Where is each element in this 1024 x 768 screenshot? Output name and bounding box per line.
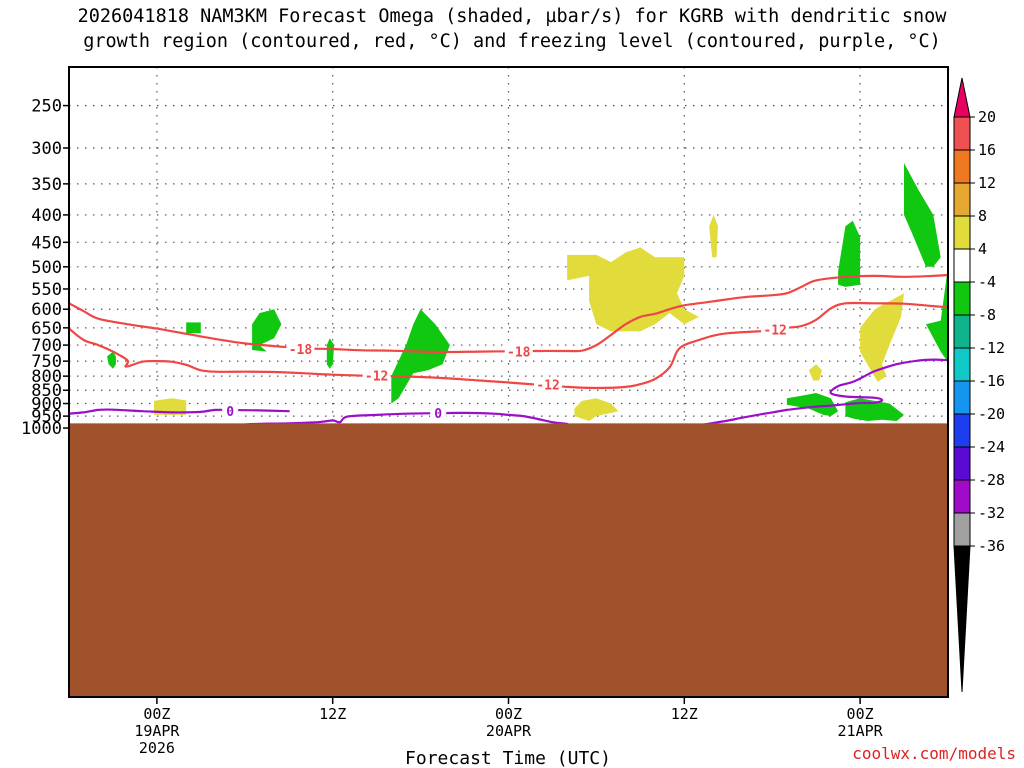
y-tick-label-550: 550 bbox=[31, 280, 62, 300]
omega-region-10 bbox=[154, 398, 187, 415]
temp-contour-label-bg-3 bbox=[534, 376, 563, 393]
colorbar-tick-label-8: -16 bbox=[978, 372, 1005, 390]
colorbar-tick-label-1: 16 bbox=[978, 141, 996, 159]
omega-region-6 bbox=[838, 220, 861, 287]
x-tick-label-h48-0: 00Z bbox=[847, 705, 874, 723]
y-tick-label-700: 700 bbox=[31, 336, 62, 356]
y-tick-label-1000: 1000 bbox=[21, 419, 62, 439]
x-tick-label-h0-0: 00Z bbox=[143, 705, 170, 723]
grid-lines bbox=[69, 67, 948, 697]
x-tick-label-h12-0: 12Z bbox=[319, 705, 346, 723]
x-tick-label-h0-2: 2026 bbox=[139, 739, 175, 757]
colorbar-segment-9 bbox=[953, 380, 971, 415]
colorbar-segment-10 bbox=[953, 413, 971, 448]
freezing-contour-2 bbox=[683, 358, 948, 429]
omega-region-15 bbox=[860, 293, 904, 382]
ground-layer bbox=[69, 423, 948, 697]
colorbar-tick-label-7: -12 bbox=[978, 339, 1005, 357]
colorbar-top-triangle bbox=[953, 77, 971, 118]
y-tick-label-950: 950 bbox=[31, 407, 62, 427]
x-tick-label-h0-1: 19APR bbox=[134, 722, 180, 740]
colorbar-segment-2 bbox=[953, 149, 971, 184]
colorbar-segment-7 bbox=[953, 314, 971, 349]
temp-contour-label-1: -18 bbox=[507, 345, 531, 360]
colorbar-tick-label-11: -28 bbox=[978, 471, 1005, 489]
freezing-contour-1 bbox=[243, 411, 569, 426]
y-tick-label-800: 800 bbox=[31, 367, 62, 387]
temp-contour-label-2: -12 bbox=[365, 369, 388, 384]
temp-contour-label-bg-2 bbox=[362, 367, 391, 384]
omega-region-7 bbox=[904, 163, 941, 267]
contour-lines: -18 -18 -12 -12 -12 0 0 bbox=[69, 273, 948, 429]
y-tick-label-350: 350 bbox=[31, 175, 62, 195]
colorbar-segment-6 bbox=[953, 281, 971, 316]
colorbar-segment-5 bbox=[953, 248, 971, 283]
y-tick-label-850: 850 bbox=[31, 381, 62, 401]
y-tick-label-400: 400 bbox=[31, 206, 62, 226]
colorbar-tick-label-3: 8 bbox=[978, 207, 987, 225]
colorbar-tick-label-4: 4 bbox=[978, 240, 987, 258]
y-tick-label-450: 450 bbox=[31, 233, 62, 253]
colorbar-tick-label-9: -20 bbox=[978, 405, 1005, 423]
chart-title-line-2: growth region (contoured, red, °C) and f… bbox=[83, 31, 941, 52]
y-tick-label-500: 500 bbox=[31, 258, 62, 278]
colorbar-segment-13 bbox=[953, 512, 971, 547]
y-axis-tick-labels: 2503003504004505005506006507007508008509… bbox=[21, 97, 62, 439]
ground-fill bbox=[69, 423, 948, 697]
colorbar-tick-label-12: -32 bbox=[978, 504, 1005, 522]
temp-contour-0 bbox=[69, 273, 948, 354]
y-tick-label-900: 900 bbox=[31, 395, 62, 415]
axes bbox=[63, 66, 949, 704]
freezing-contour-label-0: 0 bbox=[226, 405, 234, 420]
freezing-contour-label-bg-1 bbox=[430, 405, 447, 422]
colorbar-segment-11 bbox=[953, 446, 971, 481]
temp-contour-label-bg-0 bbox=[286, 341, 315, 358]
omega-region-1 bbox=[186, 322, 201, 334]
omega-region-13 bbox=[574, 398, 619, 421]
credit-text: coolwx.com/models bbox=[852, 744, 1016, 763]
colorbar-tick-label-6: -8 bbox=[978, 306, 996, 324]
y-tick-label-750: 750 bbox=[31, 352, 62, 372]
x-axis-label: Forecast Time (UTC) bbox=[405, 748, 611, 768]
chart-title-line-1: 2026041818 NAM3KM Forecast Omega (shaded… bbox=[77, 6, 947, 27]
omega-region-2 bbox=[252, 309, 282, 352]
colorbar-segment-3 bbox=[953, 182, 971, 217]
temp-contour-label-bg-4 bbox=[761, 321, 790, 338]
omega-region-0 bbox=[107, 351, 116, 369]
y-tick-label-650: 650 bbox=[31, 319, 62, 339]
colorbar-segment-1 bbox=[953, 116, 971, 151]
colorbar-tick-label-2: 12 bbox=[978, 174, 996, 192]
y-tick-label-300: 300 bbox=[31, 139, 62, 159]
colorbar: 20 16 12 8 4 -4 -8 -12 -16 -20 -24 -28 -32 -36 bbox=[953, 77, 1005, 693]
freezing-contour-0 bbox=[69, 408, 290, 415]
colorbar-segment-8 bbox=[953, 347, 971, 382]
temp-contour-label-4: -12 bbox=[763, 324, 786, 339]
colorbar-tick-label-5: -4 bbox=[978, 273, 996, 291]
colorbar-segment-4 bbox=[953, 215, 971, 250]
omega-region-14 bbox=[808, 364, 822, 381]
x-tick-label-h24-1: 20APR bbox=[486, 722, 532, 740]
omega-region-5 bbox=[786, 393, 839, 417]
temp-contour-label-3: -12 bbox=[536, 379, 559, 394]
temp-contour-label-bg-1 bbox=[504, 343, 533, 360]
colorbar-tick-label-10: -24 bbox=[978, 438, 1005, 456]
omega-region-4 bbox=[391, 309, 450, 404]
colorbar-tick-label-0: 20 bbox=[978, 108, 996, 126]
colorbar-tick-label-13: -36 bbox=[978, 537, 1005, 555]
x-tick-label-h36-0: 12Z bbox=[671, 705, 698, 723]
freezing-contour-label-1: 0 bbox=[434, 407, 442, 422]
colorbar-bottom-triangle bbox=[953, 545, 971, 693]
omega-region-9 bbox=[926, 266, 948, 363]
colorbar-segment-12 bbox=[953, 479, 971, 514]
x-tick-label-h24-0: 00Z bbox=[495, 705, 522, 723]
y-tick-label-250: 250 bbox=[31, 97, 62, 117]
x-tick-label-h48-1: 21APR bbox=[838, 722, 884, 740]
y-tick-label-600: 600 bbox=[31, 300, 62, 320]
freezing-contour-label-bg-0 bbox=[222, 403, 239, 420]
temp-contour-label-0: -18 bbox=[289, 343, 313, 358]
omega-region-12 bbox=[709, 214, 718, 258]
omega-region-3 bbox=[326, 338, 335, 369]
